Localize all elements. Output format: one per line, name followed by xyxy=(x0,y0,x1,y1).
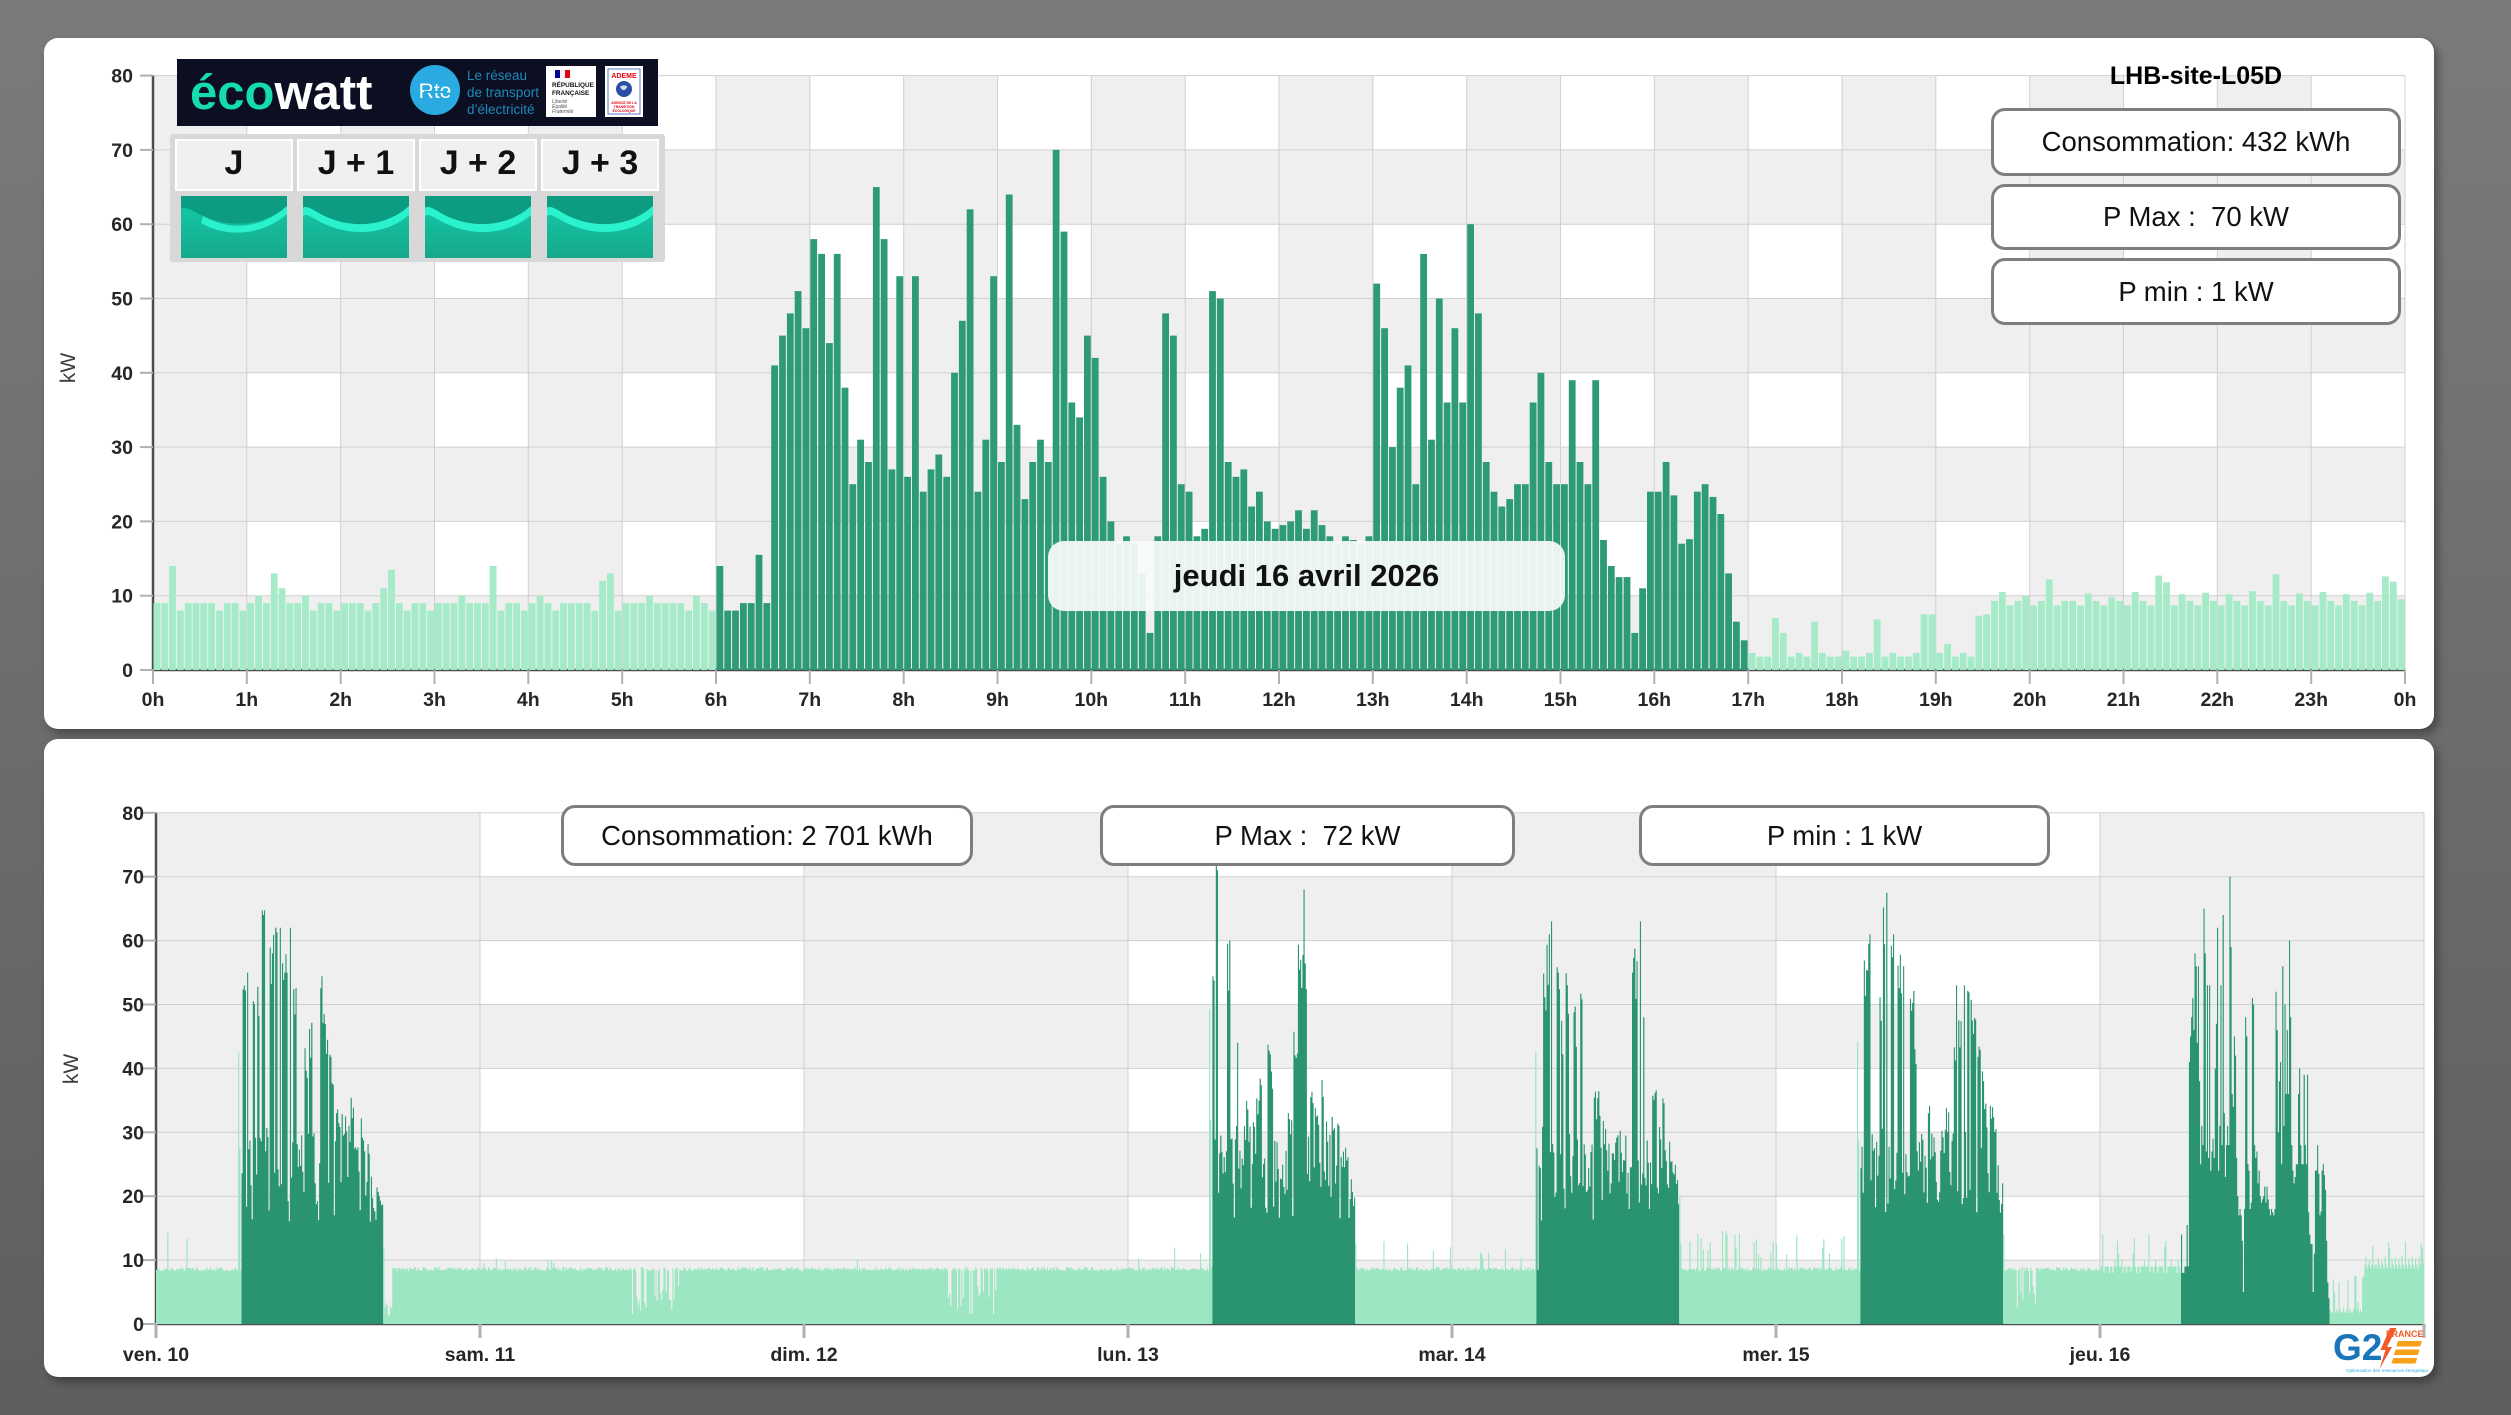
svg-text:écowatt: écowatt xyxy=(190,66,372,120)
svg-text:21h: 21h xyxy=(2107,689,2141,711)
svg-text:0: 0 xyxy=(122,660,133,682)
svg-text:10: 10 xyxy=(111,586,133,608)
svg-text:50: 50 xyxy=(122,995,144,1017)
svg-text:Égalité: Égalité xyxy=(552,103,568,110)
svg-text:sam. 11: sam. 11 xyxy=(445,1344,516,1366)
svg-text:Optimisation des ressources én: Optimisation des ressources énergétiques xyxy=(2346,1368,2428,1373)
svg-text:70: 70 xyxy=(111,140,133,162)
svg-text:30: 30 xyxy=(111,437,133,459)
svg-text:de transport: de transport xyxy=(467,85,539,100)
svg-text:lun. 13: lun. 13 xyxy=(1097,1344,1159,1366)
svg-text:11h: 11h xyxy=(1169,689,1202,711)
svg-text:AGENCE DE LA: AGENCE DE LA xyxy=(611,101,637,105)
svg-text:40: 40 xyxy=(111,363,133,385)
svg-text:0: 0 xyxy=(133,1314,144,1336)
svg-text:23h: 23h xyxy=(2294,689,2328,711)
svg-text:60: 60 xyxy=(122,931,144,953)
svg-text:Liberté: Liberté xyxy=(552,99,568,105)
svg-text:ÉCOLOGIQUE: ÉCOLOGIQUE xyxy=(613,108,637,113)
svg-text:4h: 4h xyxy=(517,689,540,711)
svg-text:14h: 14h xyxy=(1450,689,1484,711)
svg-text:10: 10 xyxy=(122,1250,144,1272)
svg-text:mer. 15: mer. 15 xyxy=(1742,1344,1809,1366)
svg-text:J + 1: J + 1 xyxy=(318,144,395,182)
svg-text:FRANCE: FRANCE xyxy=(2386,1329,2424,1339)
svg-text:9h: 9h xyxy=(986,689,1009,711)
svg-text:Fraternité: Fraternité xyxy=(552,109,574,115)
svg-text:d’électricité: d’électricité xyxy=(467,102,535,117)
svg-text:80: 80 xyxy=(111,66,133,88)
svg-text:6h: 6h xyxy=(705,689,728,711)
svg-text:80: 80 xyxy=(122,803,144,825)
svg-text:40: 40 xyxy=(122,1058,144,1080)
svg-text:50: 50 xyxy=(111,289,133,311)
svg-text:16h: 16h xyxy=(1637,689,1671,711)
svg-text:kW: kW xyxy=(60,1054,83,1085)
svg-text:30: 30 xyxy=(122,1122,144,1144)
svg-text:Le réseau: Le réseau xyxy=(467,68,527,83)
svg-text:dim. 12: dim. 12 xyxy=(770,1344,837,1366)
svg-text:ven. 10: ven. 10 xyxy=(123,1344,189,1366)
svg-text:J: J xyxy=(225,144,244,182)
svg-text:20: 20 xyxy=(111,511,133,533)
svg-text:20h: 20h xyxy=(2013,689,2047,711)
svg-text:kW: kW xyxy=(57,353,80,384)
svg-text:ADEME: ADEME xyxy=(611,73,637,80)
svg-text:J + 3: J + 3 xyxy=(562,144,639,182)
svg-text:12h: 12h xyxy=(1262,689,1296,711)
svg-text:7h: 7h xyxy=(798,689,821,711)
svg-text:TRANSITION: TRANSITION xyxy=(614,105,635,109)
svg-text:0h: 0h xyxy=(2394,689,2417,711)
svg-text:19h: 19h xyxy=(1919,689,1953,711)
svg-text:60: 60 xyxy=(111,214,133,236)
svg-text:jeu. 16: jeu. 16 xyxy=(2069,1344,2131,1366)
svg-text:22h: 22h xyxy=(2200,689,2234,711)
svg-text:3h: 3h xyxy=(423,689,446,711)
svg-text:1h: 1h xyxy=(235,689,258,711)
svg-text:20: 20 xyxy=(122,1186,144,1208)
svg-text:G2: G2 xyxy=(2333,1327,2382,1368)
svg-text:10h: 10h xyxy=(1074,689,1108,711)
svg-text:5h: 5h xyxy=(611,689,634,711)
svg-text:0h: 0h xyxy=(142,689,165,711)
svg-text:18h: 18h xyxy=(1825,689,1859,711)
svg-text:8h: 8h xyxy=(892,689,915,711)
svg-text:70: 70 xyxy=(122,867,144,889)
svg-text:17h: 17h xyxy=(1731,689,1765,711)
svg-text:15h: 15h xyxy=(1544,689,1578,711)
svg-text:FRANÇAISE: FRANÇAISE xyxy=(552,90,590,97)
svg-text:mar. 14: mar. 14 xyxy=(1418,1344,1485,1366)
svg-text:2h: 2h xyxy=(329,689,352,711)
svg-text:J + 2: J + 2 xyxy=(440,144,517,182)
svg-text:13h: 13h xyxy=(1356,689,1390,711)
svg-text:RÉPUBLIQUE: RÉPUBLIQUE xyxy=(552,80,595,89)
